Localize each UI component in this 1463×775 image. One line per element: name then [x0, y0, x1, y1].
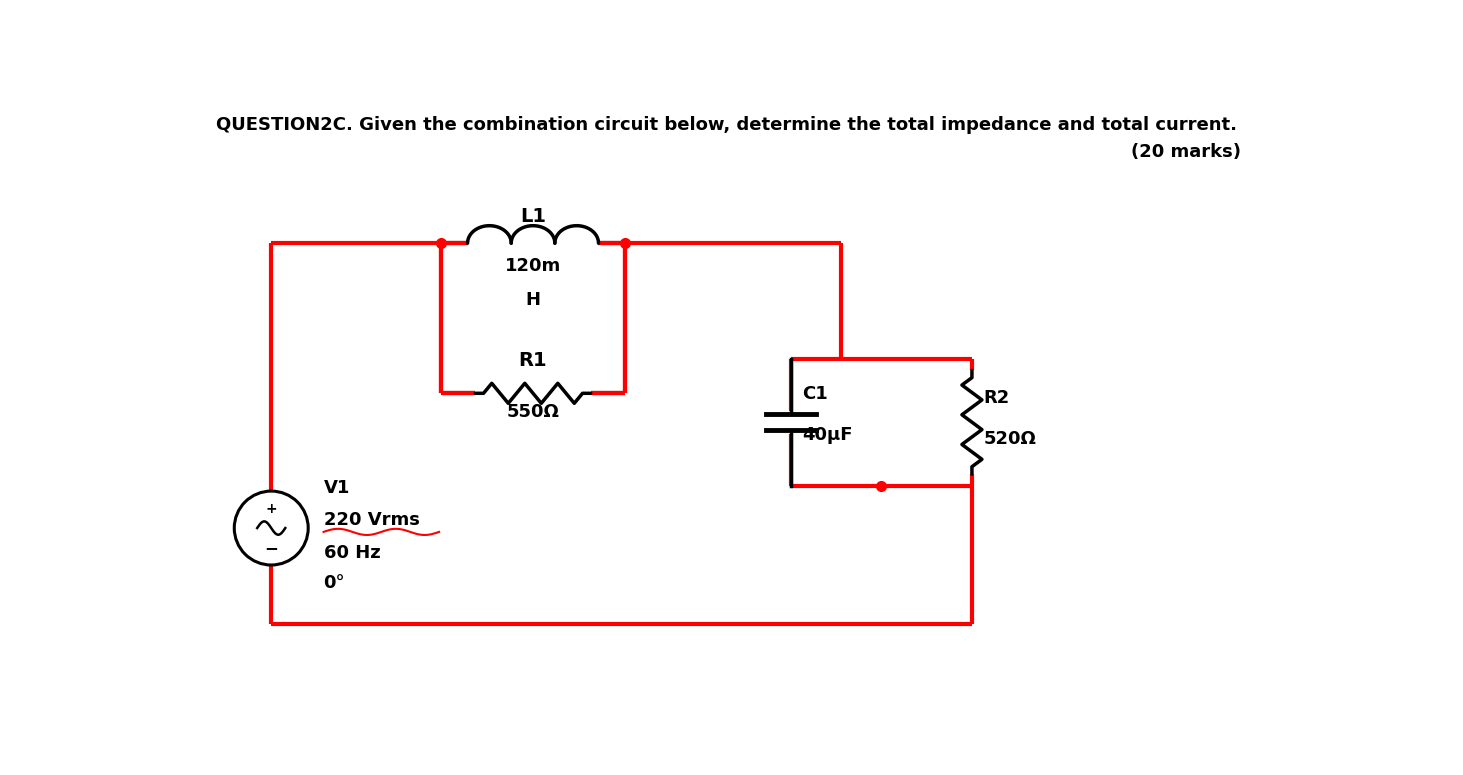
Text: 550Ω: 550Ω [506, 402, 559, 421]
Text: (20 marks): (20 marks) [1131, 143, 1242, 161]
Text: L1: L1 [519, 207, 546, 226]
Text: −: − [265, 539, 278, 557]
Text: 520Ω: 520Ω [983, 430, 1036, 448]
Text: 0°: 0° [323, 574, 345, 593]
Text: C1: C1 [803, 385, 828, 403]
Text: 60 Hz: 60 Hz [323, 544, 380, 562]
Text: R1: R1 [519, 351, 547, 370]
Text: 220 Vrms: 220 Vrms [323, 512, 420, 529]
Text: +: + [265, 502, 277, 516]
Text: V1: V1 [323, 479, 350, 497]
Text: QUESTION2C. Given the combination circuit below, determine the total impedance a: QUESTION2C. Given the combination circui… [215, 116, 1236, 134]
Text: H: H [525, 291, 540, 309]
Text: 120m: 120m [505, 257, 562, 275]
Text: R2: R2 [983, 389, 1009, 407]
Text: 40μF: 40μF [803, 426, 853, 444]
